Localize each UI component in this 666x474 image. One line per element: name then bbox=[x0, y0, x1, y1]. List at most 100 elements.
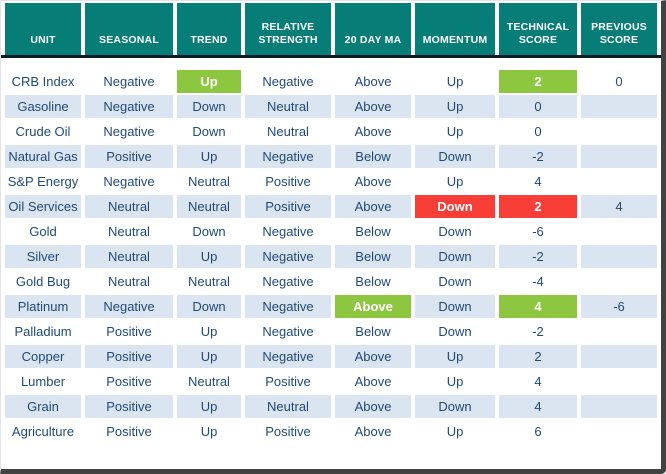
table-row: Palladium Positive Up Negative Below Dow… bbox=[5, 320, 657, 343]
cell-unit: Lumber bbox=[5, 370, 81, 393]
cell-momentum: Down bbox=[415, 220, 495, 243]
cell-momentum: Up bbox=[415, 170, 495, 193]
cell-technical-score: 4 bbox=[499, 170, 577, 193]
column-header-previous-score: PREVIOUS SCORE bbox=[581, 3, 657, 55]
cell-trend: Neutral bbox=[177, 270, 241, 293]
column-header-momentum: MOMENTUM bbox=[415, 3, 495, 55]
cell-previous-score bbox=[581, 170, 657, 193]
cell-unit: Oil Services bbox=[5, 195, 81, 218]
table-row: Natural Gas Positive Up Negative Below D… bbox=[5, 145, 657, 168]
cell-seasonal: Neutral bbox=[85, 195, 173, 218]
cell-technical-score: 2 bbox=[499, 70, 577, 93]
column-header-unit: UNIT bbox=[5, 3, 81, 55]
cell-previous-score bbox=[581, 245, 657, 268]
cell-seasonal: Positive bbox=[85, 320, 173, 343]
cell-previous-score bbox=[581, 345, 657, 368]
footer-whitespace bbox=[5, 445, 657, 469]
cell-seasonal: Negative bbox=[85, 95, 173, 118]
cell-20-day-ma: Above bbox=[335, 195, 411, 218]
cell-unit: Gold Bug bbox=[5, 270, 81, 293]
cell-seasonal: Negative bbox=[85, 170, 173, 193]
cell-previous-score bbox=[581, 95, 657, 118]
cell-20-day-ma: Above bbox=[335, 170, 411, 193]
table-header-row: UNIT SEASONAL TREND RELATIVE STRENGTH 20… bbox=[5, 3, 657, 55]
table-row: S&P Energy Negative Neutral Positive Abo… bbox=[5, 170, 657, 193]
table-row: CRB Index Negative Up Negative Above Up … bbox=[5, 70, 657, 93]
column-header-trend: TREND bbox=[177, 3, 241, 55]
cell-technical-score: -6 bbox=[499, 220, 577, 243]
cell-unit: Natural Gas bbox=[5, 145, 81, 168]
table-row: Gasoline Negative Down Neutral Above Up … bbox=[5, 95, 657, 118]
cell-trend: Up bbox=[177, 145, 241, 168]
cell-trend: Down bbox=[177, 120, 241, 143]
header-spacer bbox=[5, 58, 657, 70]
cell-seasonal: Neutral bbox=[85, 220, 173, 243]
cell-seasonal: Neutral bbox=[85, 270, 173, 293]
cell-unit: Agriculture bbox=[5, 420, 81, 443]
cell-unit: Copper bbox=[5, 345, 81, 368]
cell-unit: Grain bbox=[5, 395, 81, 418]
cell-momentum: Up bbox=[415, 70, 495, 93]
cell-technical-score: -4 bbox=[499, 270, 577, 293]
cell-technical-score: -2 bbox=[499, 245, 577, 268]
cell-momentum: Down bbox=[415, 270, 495, 293]
cell-20-day-ma: Above bbox=[335, 345, 411, 368]
cell-unit: Crude Oil bbox=[5, 120, 81, 143]
cell-previous-score bbox=[581, 420, 657, 443]
column-header-20-day-ma: 20 DAY MA bbox=[335, 3, 411, 55]
cell-trend: Up bbox=[177, 320, 241, 343]
cell-trend: Up bbox=[177, 245, 241, 268]
table-row: Gold Bug Neutral Neutral Negative Below … bbox=[5, 270, 657, 293]
cell-relative-strength: Positive bbox=[245, 195, 331, 218]
cell-trend: Up bbox=[177, 395, 241, 418]
cell-relative-strength: Neutral bbox=[245, 395, 331, 418]
cell-trend: Neutral bbox=[177, 195, 241, 218]
cell-relative-strength: Neutral bbox=[245, 120, 331, 143]
table-row: Crude Oil Negative Down Neutral Above Up… bbox=[5, 120, 657, 143]
cell-technical-score: 4 bbox=[499, 295, 577, 318]
cell-momentum: Up bbox=[415, 95, 495, 118]
cell-technical-score: 2 bbox=[499, 345, 577, 368]
cell-previous-score bbox=[581, 395, 657, 418]
cell-relative-strength: Positive bbox=[245, 420, 331, 443]
cell-20-day-ma: Above bbox=[335, 70, 411, 93]
cell-relative-strength: Neutral bbox=[245, 95, 331, 118]
cell-technical-score: 0 bbox=[499, 95, 577, 118]
cell-unit: S&P Energy bbox=[5, 170, 81, 193]
cell-momentum: Down bbox=[415, 195, 495, 218]
cell-relative-strength: Negative bbox=[245, 345, 331, 368]
cell-20-day-ma: Below bbox=[335, 320, 411, 343]
cell-unit: Silver bbox=[5, 245, 81, 268]
cell-technical-score: 4 bbox=[499, 395, 577, 418]
table-row: Lumber Positive Neutral Positive Above U… bbox=[5, 370, 657, 393]
table-row: Oil Services Neutral Neutral Positive Ab… bbox=[5, 195, 657, 218]
cell-technical-score: 4 bbox=[499, 370, 577, 393]
cell-momentum: Down bbox=[415, 145, 495, 168]
cell-trend: Neutral bbox=[177, 370, 241, 393]
cell-previous-score bbox=[581, 270, 657, 293]
cell-momentum: Down bbox=[415, 295, 495, 318]
cell-previous-score: 4 bbox=[581, 195, 657, 218]
cell-relative-strength: Negative bbox=[245, 70, 331, 93]
cell-technical-score: 0 bbox=[499, 120, 577, 143]
cell-previous-score: 0 bbox=[581, 70, 657, 93]
cell-momentum: Up bbox=[415, 345, 495, 368]
cell-20-day-ma: Above bbox=[335, 95, 411, 118]
cell-20-day-ma: Below bbox=[335, 220, 411, 243]
cell-trend: Up bbox=[177, 420, 241, 443]
cell-previous-score: -6 bbox=[581, 295, 657, 318]
cell-seasonal: Negative bbox=[85, 120, 173, 143]
cell-trend: Down bbox=[177, 295, 241, 318]
table-row: Copper Positive Up Negative Above Up 2 bbox=[5, 345, 657, 368]
table-row: Platinum Negative Down Negative Above Do… bbox=[5, 295, 657, 318]
cell-momentum: Up bbox=[415, 120, 495, 143]
cell-trend: Down bbox=[177, 95, 241, 118]
cell-seasonal: Positive bbox=[85, 345, 173, 368]
cell-unit: Palladium bbox=[5, 320, 81, 343]
cell-seasonal: Negative bbox=[85, 295, 173, 318]
cell-seasonal: Positive bbox=[85, 145, 173, 168]
cell-technical-score: -2 bbox=[499, 145, 577, 168]
column-header-seasonal: SEASONAL bbox=[85, 3, 173, 55]
table-row: Gold Neutral Down Negative Below Down -6 bbox=[5, 220, 657, 243]
